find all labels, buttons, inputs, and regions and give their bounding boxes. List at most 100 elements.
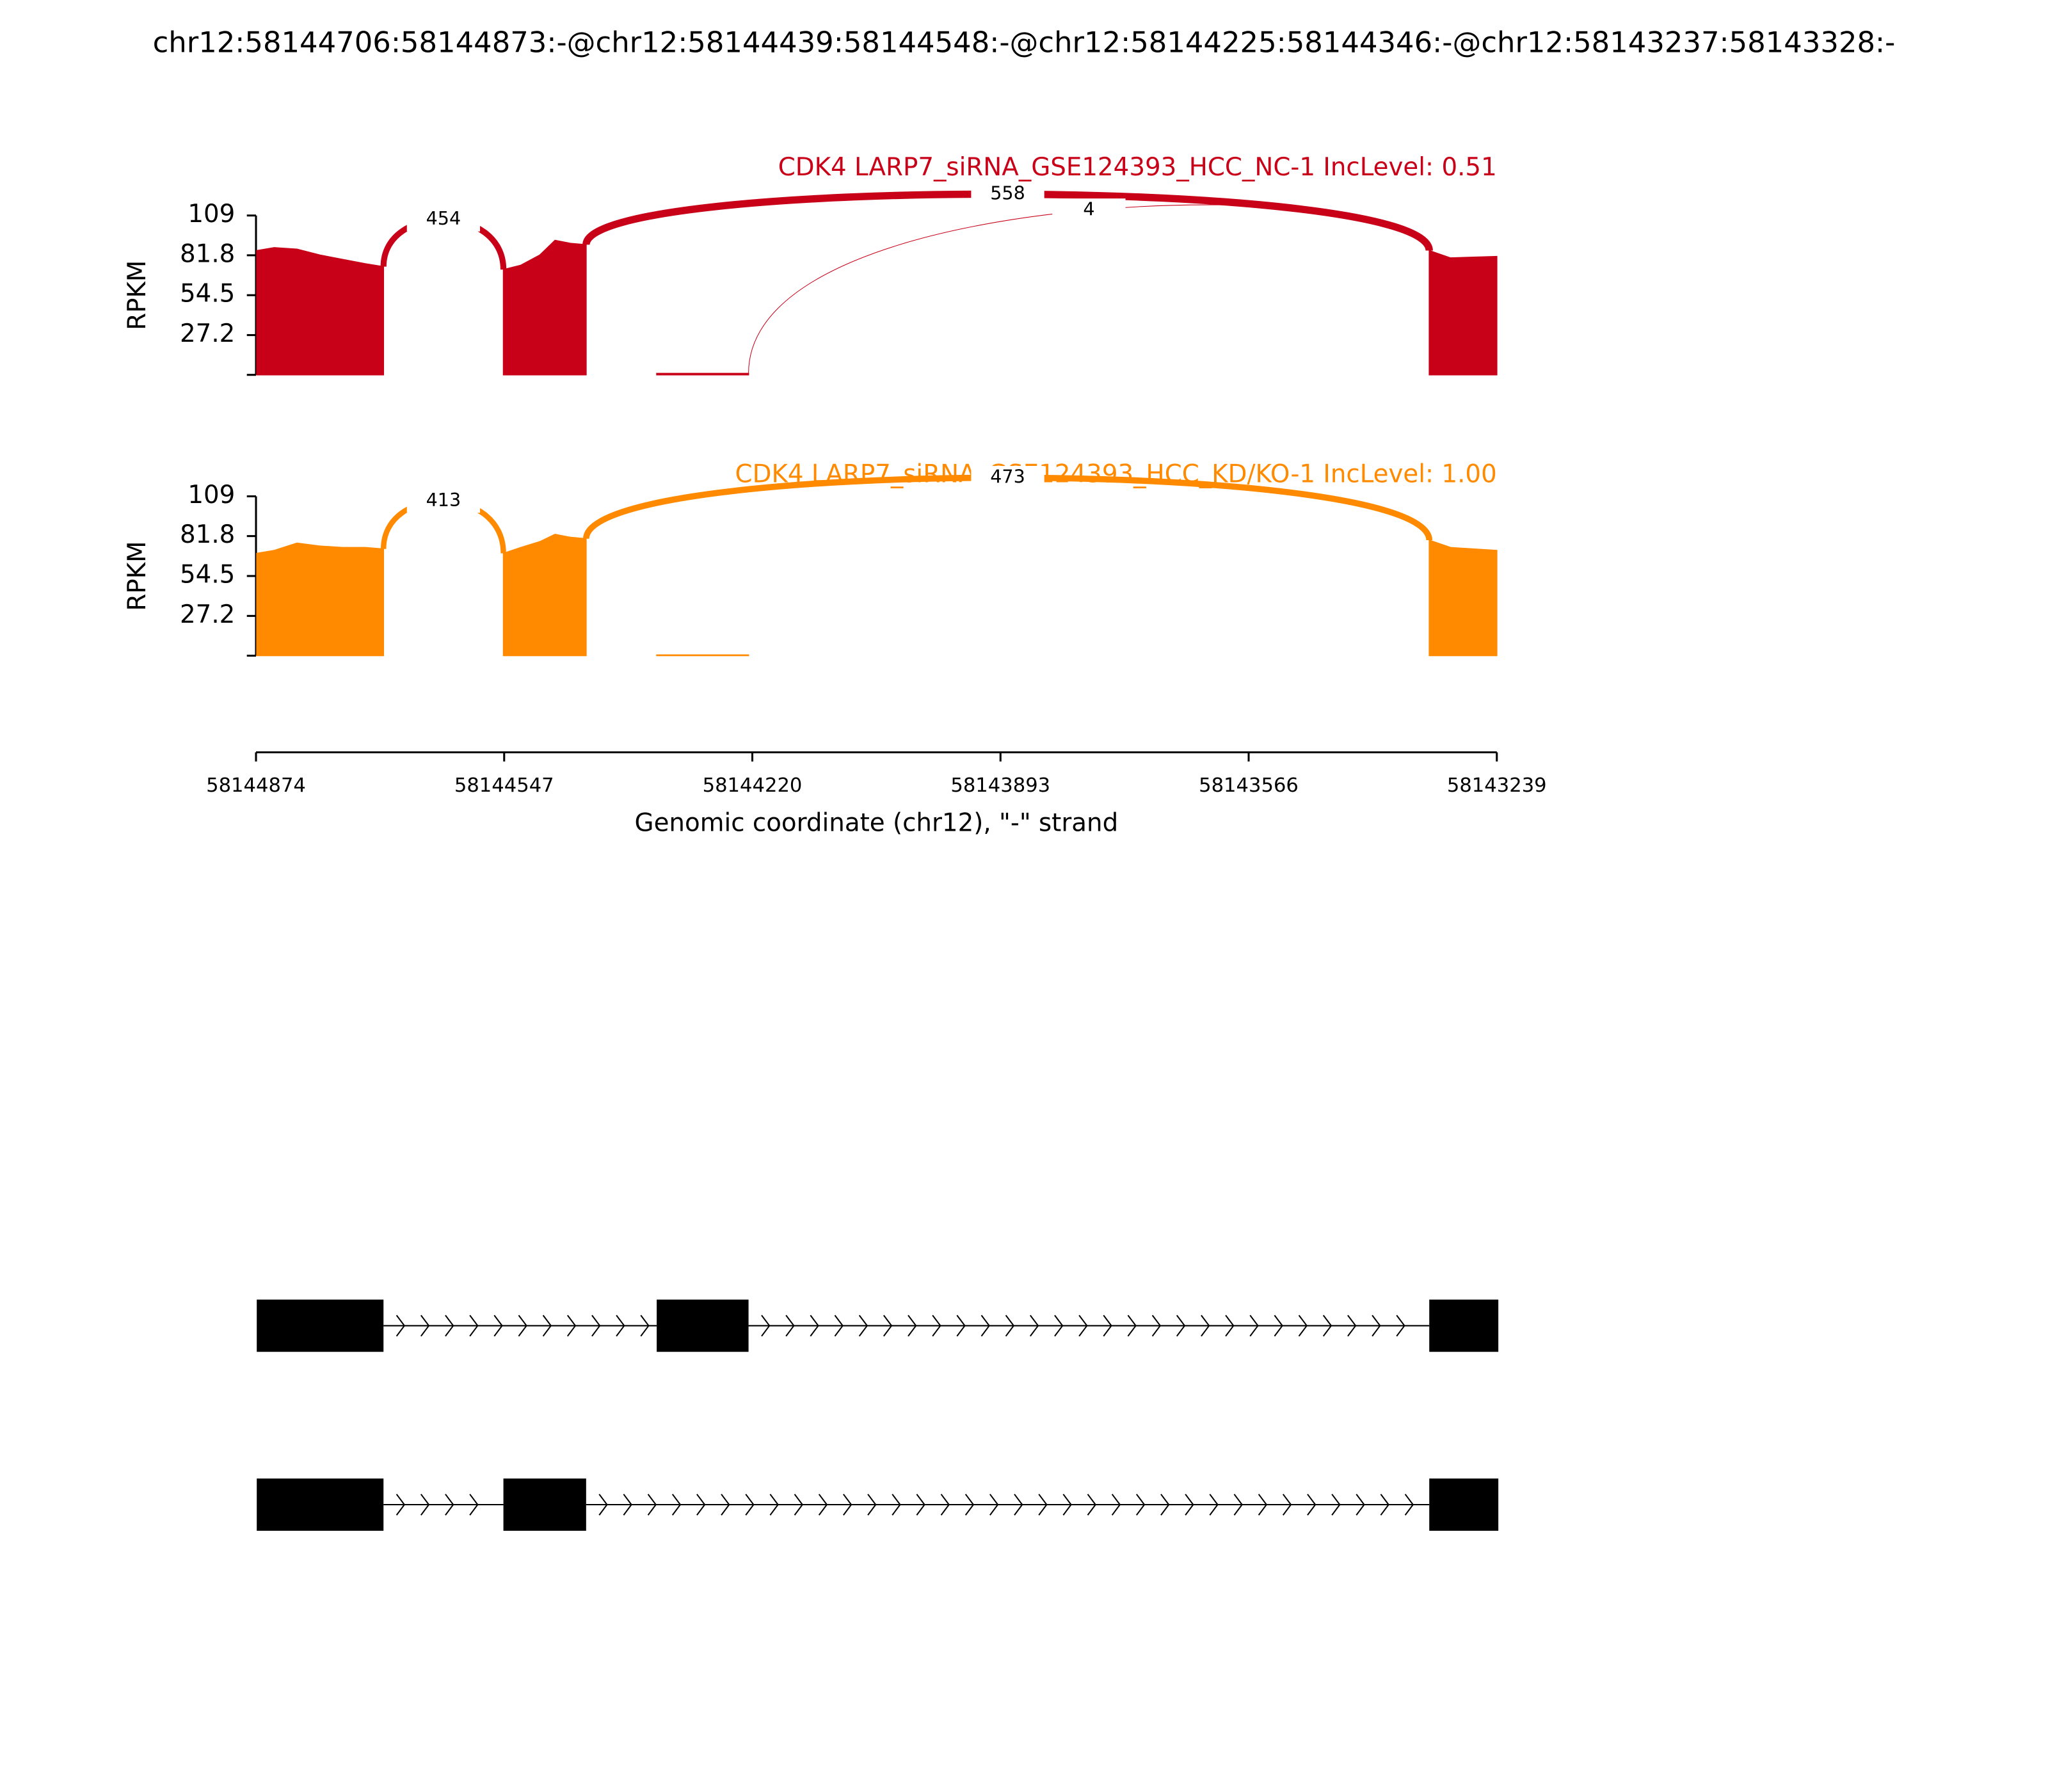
exon <box>1429 1478 1499 1531</box>
strand-chevron <box>1331 1494 1341 1516</box>
exon <box>257 1299 384 1352</box>
strand-chevron <box>1127 1315 1137 1337</box>
strand-chevron <box>1225 1315 1235 1337</box>
strand-chevron <box>1054 1315 1064 1337</box>
junction-label-bg <box>971 466 1044 490</box>
strand-chevron <box>542 1315 552 1337</box>
x-tick-label: 58144547 <box>454 774 554 797</box>
strand-chevron <box>745 1494 755 1516</box>
x-tick-label: 58144874 <box>206 774 306 797</box>
strand-chevron <box>818 1494 828 1516</box>
junction-arc <box>748 204 1430 374</box>
strand-chevron <box>1176 1315 1186 1337</box>
strand-chevron <box>1298 1315 1308 1337</box>
exon <box>1429 1299 1499 1352</box>
strand-chevron <box>566 1315 577 1337</box>
strand-chevron <box>989 1494 999 1516</box>
y-tick-label: 109 <box>188 200 235 228</box>
junction-label-bg <box>1052 198 1126 222</box>
junction-label: 473 <box>990 465 1025 487</box>
strand-chevron <box>794 1494 804 1516</box>
strand-chevron <box>1029 1315 1039 1337</box>
strand-chevron <box>1005 1315 1015 1337</box>
coverage-area <box>656 372 749 376</box>
exon <box>257 1478 384 1531</box>
junction-label: 558 <box>990 182 1025 204</box>
y-tick-label: 54.5 <box>180 561 235 589</box>
strand-chevron <box>616 1315 625 1337</box>
strand-chevron <box>396 1315 406 1337</box>
y-tick-label: 109 <box>188 481 235 509</box>
strand-chevron <box>843 1494 852 1516</box>
x-tick-label: 58143239 <box>1447 774 1547 797</box>
strand-chevron <box>1396 1315 1405 1337</box>
strand-chevron <box>445 1494 454 1516</box>
strand-chevron <box>867 1494 877 1516</box>
strand-chevron <box>1103 1315 1112 1337</box>
strand-chevron <box>647 1494 657 1516</box>
strand-chevron <box>518 1315 527 1337</box>
strand-chevron <box>980 1315 990 1337</box>
strand-chevron <box>1151 1315 1162 1337</box>
y-tick-label: 27.2 <box>180 600 235 629</box>
strand-chevron <box>834 1315 844 1337</box>
strand-chevron <box>858 1315 868 1337</box>
coverage-area <box>502 239 587 376</box>
strand-chevron <box>1233 1494 1243 1516</box>
strand-chevron <box>1372 1315 1381 1337</box>
y-tick-label: 27.2 <box>180 319 235 348</box>
strand-chevron <box>956 1315 966 1337</box>
strand-chevron <box>916 1494 925 1516</box>
junction-label-bg <box>406 207 481 232</box>
chart-title: chr12:58144706:58144873:-@chr12:58144439… <box>153 25 1896 59</box>
strand-chevron <box>1347 1315 1357 1337</box>
strand-chevron <box>1274 1315 1283 1337</box>
strand-chevron <box>1380 1494 1389 1516</box>
coverage-area <box>256 247 385 376</box>
strand-chevron <box>1404 1494 1414 1516</box>
junction-label-bg <box>971 182 1044 206</box>
strand-chevron <box>396 1494 406 1516</box>
strand-chevron <box>769 1494 779 1516</box>
coverage-area <box>1428 539 1498 657</box>
strand-chevron <box>932 1315 941 1337</box>
strand-chevron <box>1078 1315 1088 1337</box>
track-title: CDK4 LARP7_siRNA_GSE124393_HCC_NC-1 IncL… <box>778 153 1497 182</box>
strand-chevron <box>420 1494 430 1516</box>
strand-chevron <box>810 1315 819 1337</box>
strand-chevron <box>1258 1494 1268 1516</box>
x-tick-label: 58143566 <box>1199 774 1299 797</box>
strand-chevron <box>761 1315 771 1337</box>
x-tick-label: 58143893 <box>950 774 1050 797</box>
strand-chevron <box>1160 1494 1170 1516</box>
strand-chevron <box>721 1494 730 1516</box>
strand-chevron <box>892 1494 901 1516</box>
strand-chevron <box>1087 1494 1097 1516</box>
y-tick-label: 54.5 <box>180 280 235 308</box>
strand-chevron <box>1038 1494 1048 1516</box>
y-axis-label: RPKM <box>123 541 152 611</box>
strand-chevron <box>671 1494 682 1516</box>
strand-chevron <box>591 1315 601 1337</box>
y-tick-label: 81.8 <box>180 520 235 549</box>
exon <box>503 1478 586 1531</box>
strand-chevron <box>1209 1494 1219 1516</box>
exon <box>657 1299 749 1352</box>
strand-chevron <box>445 1315 454 1337</box>
junction-label: 413 <box>426 489 461 511</box>
strand-chevron <box>883 1315 893 1337</box>
y-axis-label: RPKM <box>123 260 152 330</box>
coverage-area <box>256 542 385 657</box>
strand-chevron <box>1136 1494 1146 1516</box>
strand-chevron <box>493 1315 503 1337</box>
strand-chevron <box>1249 1315 1259 1337</box>
junction-label: 454 <box>426 207 461 229</box>
strand-chevron <box>598 1494 608 1516</box>
strand-chevron <box>696 1494 706 1516</box>
junction-label: 4 <box>1083 198 1094 220</box>
coverage-area <box>502 534 587 657</box>
strand-chevron <box>964 1494 975 1516</box>
strand-chevron <box>623 1494 632 1516</box>
